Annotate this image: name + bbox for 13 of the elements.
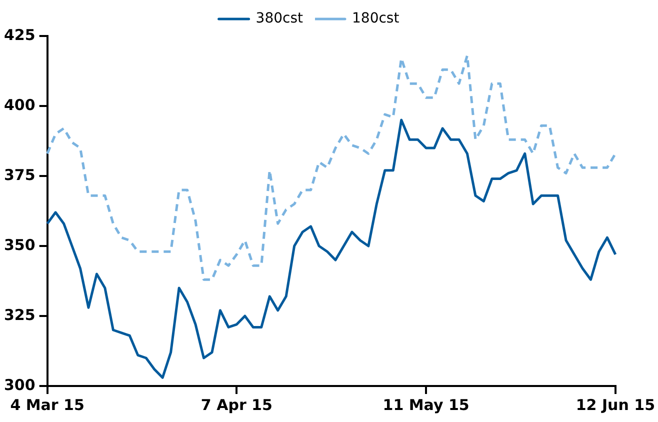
y-tick-label: 425 [4,26,36,44]
x-tick-label: 4 Mar 15 [10,396,84,414]
x-tick-label: 7 Apr 15 [200,396,272,414]
y-tick-label: 400 [4,96,36,114]
y-tick-label: 350 [4,236,36,254]
legend-label: 380cst [256,10,304,27]
y-tick-label: 325 [4,306,36,324]
y-tick-label: 300 [4,376,36,394]
line-series [46,54,617,281]
y-tick-label: 375 [4,166,36,184]
x-tick-label: 12 Jun 15 [576,396,656,414]
legend-label: 180cst [352,10,400,27]
x-tick-label: 11 May 15 [382,396,470,414]
